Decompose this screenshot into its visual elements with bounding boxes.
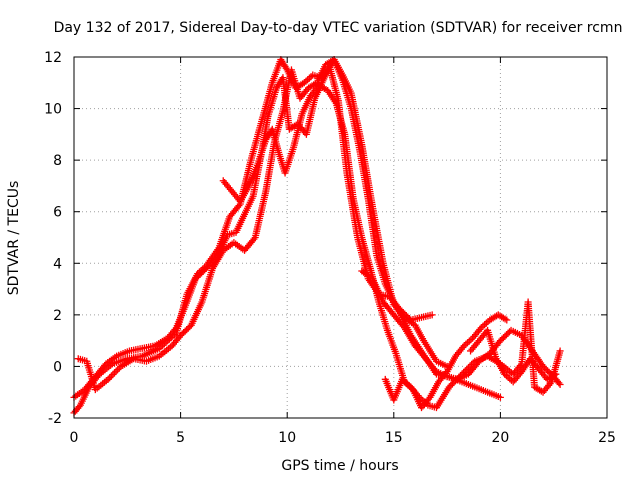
plot-frame	[73, 56, 608, 419]
data-point	[461, 367, 469, 375]
data-point	[75, 403, 83, 411]
y-tick-label: 8	[53, 153, 62, 169]
data-point	[453, 375, 461, 383]
data-point	[556, 380, 564, 388]
axis-ticks: 0 5 10 15 20 25 -2 0 2 4 6 8 10 12	[44, 50, 616, 446]
x-tick-label: 0	[70, 430, 79, 446]
x-axis-label: GPS time / hours	[281, 458, 398, 474]
data-point	[556, 347, 564, 355]
data-point	[464, 364, 472, 372]
data-point	[555, 379, 563, 387]
data-point	[112, 367, 120, 375]
x-tick-label: 20	[491, 430, 509, 446]
data-point	[445, 383, 453, 391]
data-point	[466, 362, 474, 370]
series-trace-7	[467, 326, 560, 386]
data-point	[235, 202, 243, 210]
y-tick-label: 12	[44, 50, 62, 66]
y-tick-label: 0	[53, 359, 62, 375]
y-tick-label: -2	[48, 411, 62, 427]
data-point	[460, 369, 468, 377]
x-tick-label: 15	[385, 430, 403, 446]
data-point	[503, 316, 511, 324]
chart-title: Day 132 of 2017, Sidereal Day-to-day VTE…	[54, 20, 623, 36]
data-point	[250, 235, 258, 243]
y-tick-label: 6	[53, 205, 62, 221]
data-point	[428, 311, 436, 319]
y-tick-label: 2	[53, 308, 62, 324]
data-point	[109, 370, 117, 378]
data-point	[469, 359, 477, 367]
y-tick-label: 10	[44, 102, 62, 118]
series-trace-3	[74, 56, 504, 401]
data-point	[452, 377, 460, 385]
data-point	[114, 366, 122, 374]
data-point	[106, 374, 114, 382]
data-point	[447, 381, 455, 389]
data-point	[463, 365, 471, 373]
data-point	[456, 372, 464, 380]
data-points	[70, 56, 564, 417]
data-point	[455, 373, 463, 381]
y-axis-label: SDTVAR / TECUs	[6, 181, 22, 296]
data-point	[104, 375, 112, 383]
data-point	[111, 369, 119, 377]
data-point	[552, 370, 560, 378]
data-point	[450, 378, 458, 386]
data-point	[107, 372, 115, 380]
data-point	[468, 360, 476, 368]
x-tick-label: 25	[598, 430, 616, 446]
x-tick-label: 5	[176, 430, 185, 446]
x-tick-label: 10	[278, 430, 296, 446]
data-point	[496, 393, 504, 401]
data-point	[458, 370, 466, 378]
data-point	[448, 380, 456, 388]
y-tick-label: 4	[53, 256, 62, 272]
